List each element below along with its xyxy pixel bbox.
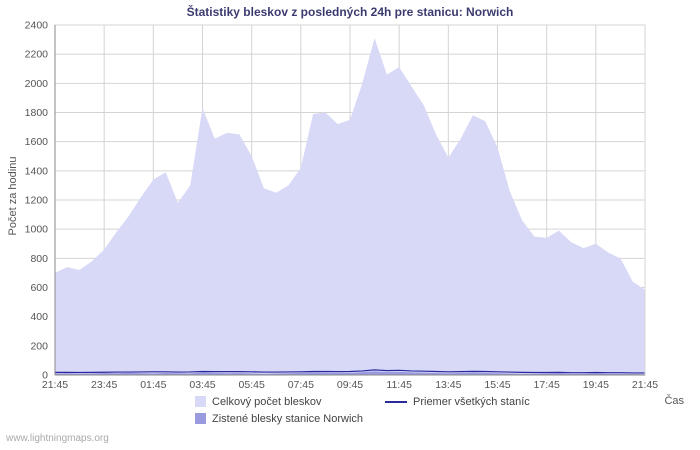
norwich-area-swatch [195,413,206,424]
legend-item-total: Celkový počet bleskov [195,396,385,408]
y-tick-label: 1400 [25,165,49,177]
x-tick-label: 11:45 [386,379,412,391]
y-tick-label: 600 [30,282,48,294]
x-tick-label: 09:45 [337,379,363,391]
total-area-series [55,38,645,375]
legend-item-norwich: Zistené blesky stanice Norwich [195,413,385,425]
x-tick-label: 19:45 [583,379,609,391]
x-tick-label: 23:45 [91,379,117,391]
norwich-area-series [55,371,645,375]
legend-label-norwich: Zistené blesky stanice Norwich [212,412,364,425]
y-tick-label: 400 [30,311,48,323]
x-tick-label: 21:45 [42,379,68,391]
x-tick-label: 03:45 [189,379,215,391]
legend-row-2: Zistené blesky stanice Norwich [0,410,700,427]
x-axis-label: Čas [664,395,684,407]
watermark-link: www.lightningmaps.org [6,433,109,444]
x-tick-label: 21:45 [632,379,658,391]
chart-title: Štatistiky bleskov z posledných 24h pre … [186,5,514,19]
x-tick-label: 07:45 [288,379,314,391]
y-tick-label: 200 [30,340,48,352]
y-tick-label: 2200 [25,49,49,61]
y-tick-label: 1800 [25,107,49,119]
average-line-swatch [385,400,407,403]
y-tick-label: 0 [42,370,48,382]
chart-plot-area: 0 200 400 600 800 1000 1200 1400 1600 1800 2000 220… [25,20,659,392]
x-tick-label: 01:45 [140,379,166,391]
average-line-series [55,369,645,374]
legend-label-total: Celkový počet bleskov [212,395,322,408]
y-tick-label: 2400 [25,20,49,32]
y-tick-label: 1200 [25,195,49,207]
x-tick-label: 05:45 [239,379,265,391]
legend: Celkový počet bleskov Priemer všetkých s… [0,393,700,427]
y-tick-label: 800 [30,253,48,265]
x-tick-label: 17:45 [534,379,560,391]
y-tick-label: 1600 [25,136,49,148]
legend-item-average: Priemer všetkých staníc [385,396,575,408]
y-tick-label: 1000 [25,224,49,236]
legend-label-average: Priemer všetkých staníc [413,395,530,408]
total-area-swatch [195,396,206,407]
y-tick-label: 2000 [25,78,49,90]
x-tick-label: 13:45 [435,379,461,391]
legend-row-1: Celkový počet bleskov Priemer všetkých s… [0,393,700,410]
x-tick-label: 15:45 [484,379,510,391]
